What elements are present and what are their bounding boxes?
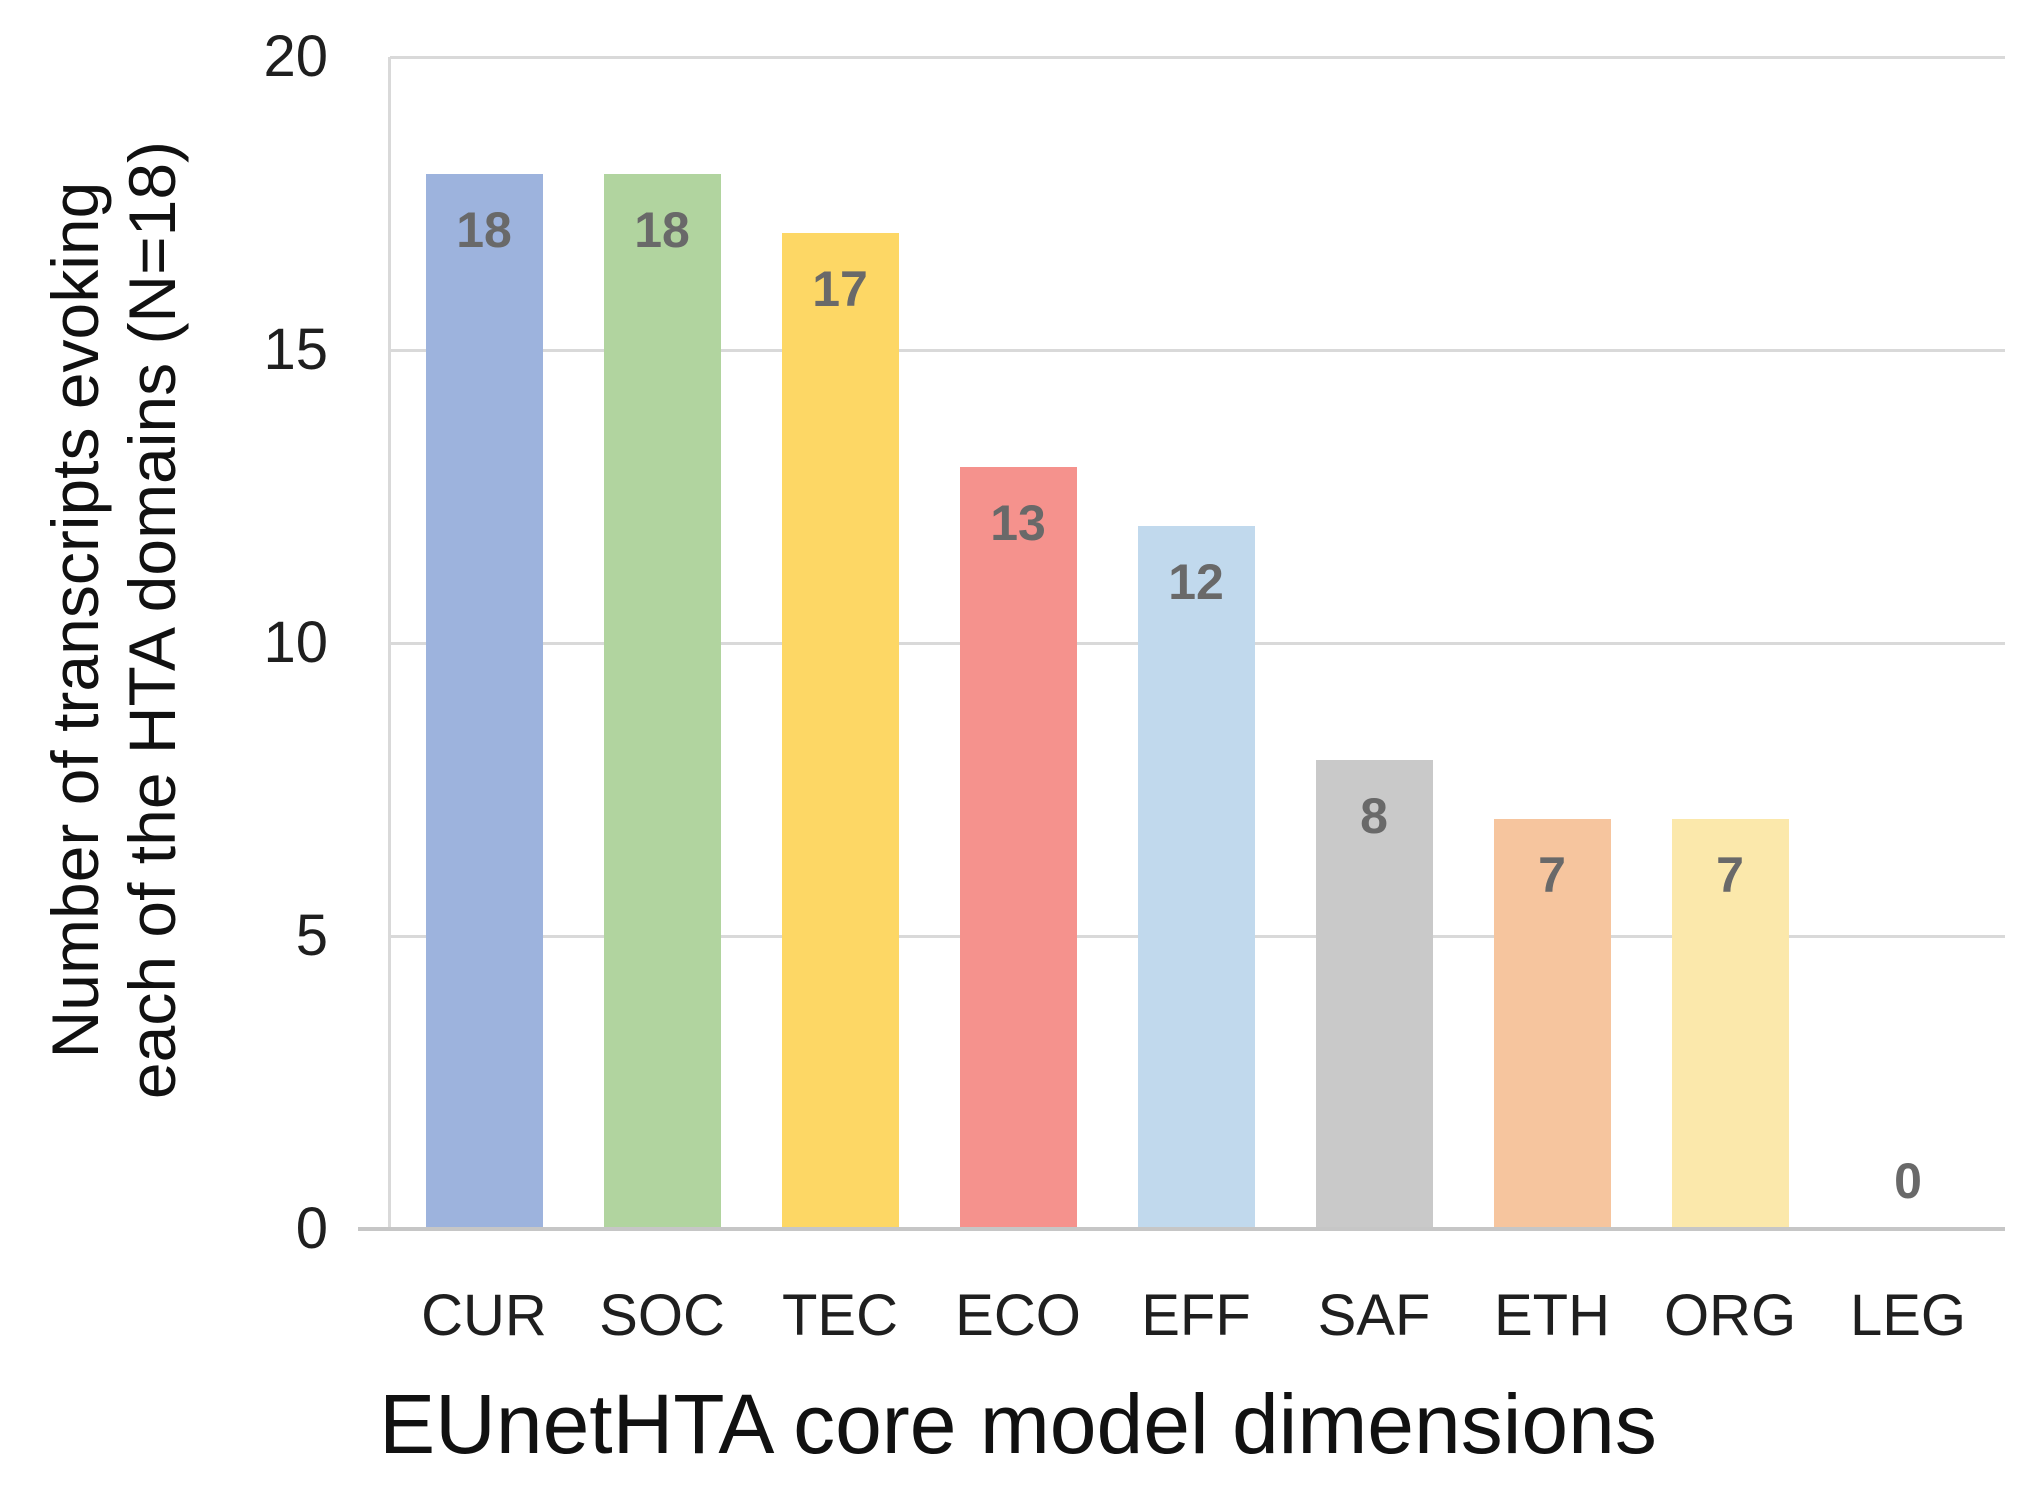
bar-tec <box>781 232 899 1229</box>
bar-cur <box>425 174 543 1229</box>
gridline-20 <box>390 55 2005 59</box>
x-tick-label-org: ORG <box>1663 1283 1797 1348</box>
bar-eth <box>1493 818 1611 1229</box>
bar-value-label-soc: 18 <box>634 202 690 259</box>
bar-eco <box>959 467 1077 1229</box>
bar-value-label-org: 7 <box>1716 846 1744 903</box>
y-tick-label: 20 <box>263 24 328 89</box>
bar-value-label-eff: 12 <box>1168 553 1224 610</box>
bar-value-label-tec: 17 <box>812 260 868 317</box>
y-tick-label: 10 <box>263 610 328 675</box>
y-tick-label: 5 <box>295 903 328 968</box>
x-axis-title: EUnetHTA core model dimensions <box>379 1377 1657 1471</box>
bar-value-label-eth: 7 <box>1538 846 1566 903</box>
x-tick-label-eth: ETH <box>1494 1283 1610 1348</box>
x-axis-line <box>358 1227 2005 1231</box>
x-tick-label-eff: EFF <box>1141 1283 1251 1348</box>
y-tick-label: 0 <box>295 1196 328 1261</box>
x-tick-label-leg: LEG <box>1849 1283 1967 1348</box>
x-tick-label-eco: ECO <box>955 1283 1081 1348</box>
bar-saf <box>1315 760 1433 1229</box>
x-tick-label-soc: SOC <box>599 1283 725 1348</box>
y-axis-line <box>388 57 391 1229</box>
bar-eff <box>1137 525 1255 1229</box>
gridline-15 <box>390 348 2005 352</box>
x-tick-label-cur: CUR <box>421 1283 547 1348</box>
x-tick-label-tec: TEC <box>782 1283 898 1348</box>
bar-value-label-eco: 13 <box>990 495 1046 552</box>
bar-org <box>1671 818 1789 1229</box>
bar-value-label-leg: 0 <box>1894 1153 1922 1209</box>
bar-value-label-cur: 18 <box>456 202 512 259</box>
x-tick-label-saf: SAF <box>1317 1283 1431 1348</box>
y-tick-label: 15 <box>263 317 328 382</box>
bar-soc <box>603 174 721 1229</box>
bar-value-label-saf: 8 <box>1360 788 1388 845</box>
